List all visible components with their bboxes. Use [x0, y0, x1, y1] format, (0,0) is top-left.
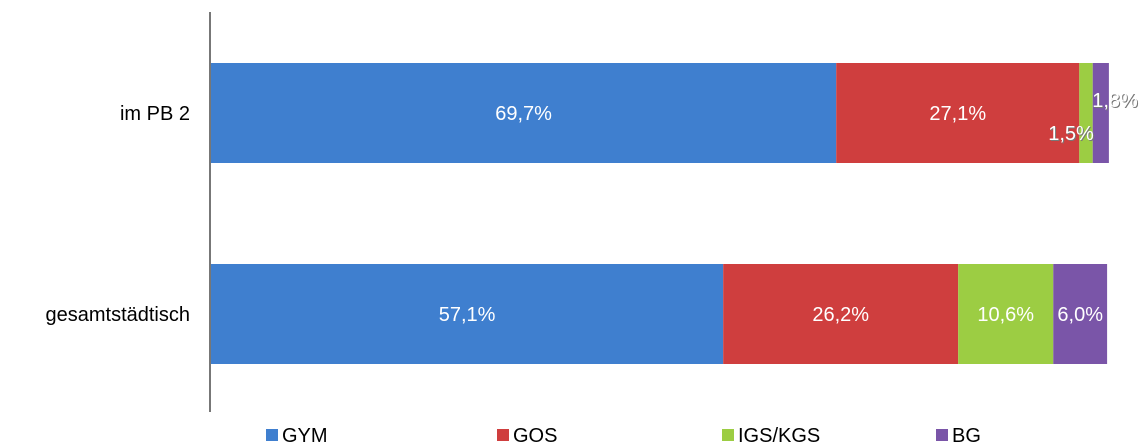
legend-label-3: BG — [952, 425, 981, 446]
value-label-shadow-0-2: 1,5% — [1049, 124, 1095, 146]
value-label-0-2: 1,5% — [1048, 123, 1094, 145]
value-label-1-2: 10,6% — [977, 304, 1034, 326]
category-label-1: gesamtstädtisch — [45, 304, 190, 326]
value-label-1-1: 26,2% — [812, 304, 869, 326]
bar-gos-1 — [723, 264, 959, 364]
value-labels: 69,7% 27,1%1,5%1,5%1,8%1,8%57,1% 26,2% 10,6… — [439, 90, 1139, 326]
value-label-1-0: 57,1% — [439, 304, 496, 326]
category-labels: im PB 2 gesamtstädtisch — [45, 103, 190, 326]
bar-igs-kgs-0 — [1079, 63, 1093, 163]
bar-gym-0 — [211, 63, 837, 163]
bars-group — [211, 63, 1109, 364]
value-label-1-3: 6,0% — [1057, 304, 1103, 326]
bar-igs-kgs-1 — [958, 264, 1054, 364]
bar-gym-1 — [211, 264, 724, 364]
legend-label-1: GOS — [513, 425, 557, 446]
legend-swatch-0 — [266, 429, 278, 441]
legend-swatch-2 — [722, 429, 734, 441]
category-label-0: im PB 2 — [120, 103, 190, 125]
value-label-shadow-0-3: 1,8% — [1093, 91, 1139, 113]
value-label-0-0: 69,7% — [495, 103, 552, 125]
bar-bg-1 — [1053, 264, 1108, 364]
legend-swatch-1 — [497, 429, 509, 441]
value-label-0-3: 1,8% — [1092, 90, 1138, 112]
bar-gos-0 — [836, 63, 1080, 163]
legend-label-2: IGS/KGS — [738, 425, 820, 446]
legend-swatch-3 — [936, 429, 948, 441]
legend: GYM GOS IGS/KGS BG — [266, 425, 981, 446]
value-label-0-1: 27,1% — [929, 103, 986, 125]
legend-label-0: GYM — [282, 425, 328, 446]
bar-bg-0 — [1092, 63, 1109, 163]
